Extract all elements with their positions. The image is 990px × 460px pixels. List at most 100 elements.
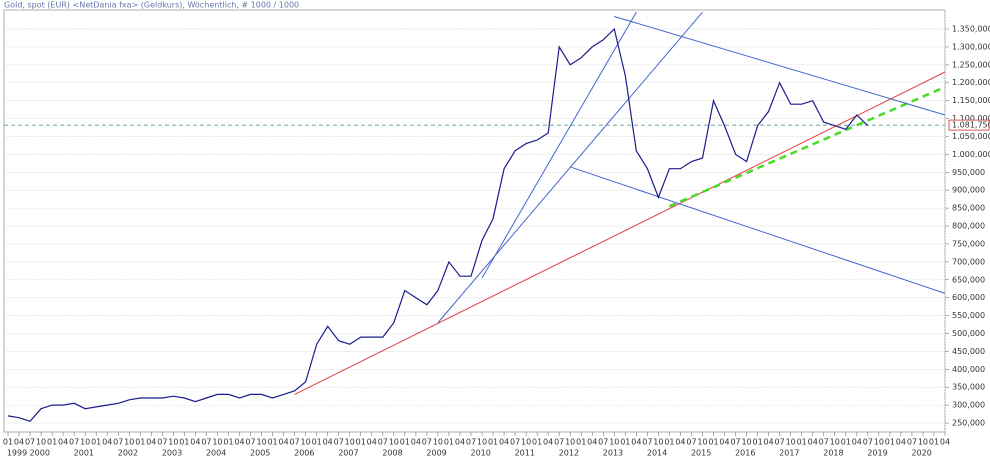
x-tick-label: 07 [863, 438, 873, 447]
x-tick-label: 04 [808, 438, 818, 447]
year-label: 2007 [338, 449, 358, 458]
x-tick-label: 01 [312, 438, 322, 447]
x-tick-label: 10 [830, 438, 840, 447]
x-tick-label: 10 [389, 438, 399, 447]
y-tick-label: 1.050,000 [952, 132, 990, 141]
y-tick-label: 550,000 [952, 311, 985, 320]
x-tick-label: 01 [797, 438, 807, 447]
x-tick-label: 10 [256, 438, 266, 447]
year-label: 2009 [426, 449, 446, 458]
x-tick-label: 10 [874, 438, 884, 447]
y-tick-label: 850,000 [952, 204, 985, 213]
y-tick-label: 500,000 [952, 329, 985, 338]
x-tick-label: 07 [157, 438, 167, 447]
y-tick-label: 650,000 [952, 275, 985, 284]
x-tick-label: 04 [631, 438, 641, 447]
x-tick-label: 04 [190, 438, 200, 447]
trend-line [570, 166, 946, 294]
x-tick-label: 01 [576, 438, 586, 447]
y-tick-label: 1.250,000 [952, 60, 990, 69]
x-tick-label: 07 [378, 438, 388, 447]
x-tick-label: 07 [598, 438, 608, 447]
x-tick-label: 01 [929, 438, 939, 447]
y-tick-label: 1.200,000 [952, 78, 990, 87]
y-tick-label: 600,000 [952, 293, 985, 302]
x-tick-label: 01 [708, 438, 718, 447]
y-tick-label: 350,000 [952, 383, 985, 392]
y-tick-label: 750,000 [952, 239, 985, 248]
x-tick-label: 07 [686, 438, 696, 447]
x-tick-label: 04 [499, 438, 509, 447]
x-tick-label: 07 [25, 438, 35, 447]
x-tick-label: 10 [168, 438, 178, 447]
x-tick-label: 01 [223, 438, 233, 447]
trend-line [481, 11, 637, 279]
y-tick-label: 400,000 [952, 365, 985, 374]
chart-title: Gold, spot (EUR) <NetDania fxa> (Geldkur… [4, 1, 299, 10]
year-label: 2014 [647, 449, 667, 458]
y-tick-label: 800,000 [952, 222, 985, 231]
x-tick-label: 04 [14, 438, 24, 447]
x-tick-label: 07 [334, 438, 344, 447]
y-tick-label: 300,000 [952, 401, 985, 410]
x-tick-label: 04 [675, 438, 685, 447]
x-tick-label: 07 [201, 438, 211, 447]
x-tick-label: 10 [521, 438, 531, 447]
x-tick-label: 10 [918, 438, 928, 447]
y-tick-label: 1.150,000 [952, 96, 990, 105]
x-tick-label: 07 [554, 438, 564, 447]
year-label: 2008 [382, 449, 402, 458]
x-tick-label: 01 [91, 438, 101, 447]
x-tick-label: 04 [411, 438, 421, 447]
x-tick-label: 07 [819, 438, 829, 447]
x-tick-label: 10 [653, 438, 663, 447]
y-tick-label: 1.300,000 [952, 42, 990, 51]
year-label: 2012 [559, 449, 579, 458]
x-tick-label: 07 [730, 438, 740, 447]
x-tick-label: 07 [113, 438, 123, 447]
trend-line [437, 11, 703, 324]
x-tick-label: 10 [786, 438, 796, 447]
x-tick-label: 01 [356, 438, 366, 447]
x-tick-label: 07 [245, 438, 255, 447]
y-tick-label: 450,000 [952, 347, 985, 356]
x-tick-label: 10 [609, 438, 619, 447]
year-label: 2016 [735, 449, 755, 458]
x-tick-label: 04 [764, 438, 774, 447]
x-tick-label: 04 [102, 438, 112, 447]
year-label: 2002 [118, 449, 138, 458]
x-tick-label: 01 [267, 438, 277, 447]
x-tick-label: 01 [841, 438, 851, 447]
y-tick-label: 1.100,000 [952, 114, 990, 123]
trend-line [614, 15, 946, 116]
x-tick-label: 01 [47, 438, 57, 447]
x-tick-label: 04 [940, 438, 950, 447]
y-tick-label: 1.000,000 [952, 150, 990, 159]
year-label: 2010 [471, 449, 491, 458]
x-tick-label: 04 [455, 438, 465, 447]
x-tick-label: 04 [323, 438, 333, 447]
year-label: 2013 [603, 449, 623, 458]
last-value-box [948, 119, 990, 131]
x-tick-label: 01 [885, 438, 895, 447]
x-tick-label: 10 [80, 438, 90, 447]
year-label: 2018 [823, 449, 843, 458]
x-tick-label: 04 [896, 438, 906, 447]
year-label: 2017 [779, 449, 799, 458]
year-label: 2020 [911, 449, 931, 458]
x-tick-label: 10 [345, 438, 355, 447]
y-tick-label: 1.350,000 [952, 25, 990, 34]
year-label: 2004 [206, 449, 226, 458]
x-tick-label: 01 [135, 438, 145, 447]
x-tick-label: 10 [124, 438, 134, 447]
x-tick-label: 10 [433, 438, 443, 447]
x-tick-label: 04 [367, 438, 377, 447]
x-tick-label: 07 [466, 438, 476, 447]
x-tick-label: 07 [907, 438, 917, 447]
x-tick-label: 07 [290, 438, 300, 447]
x-tick-label: 04 [146, 438, 156, 447]
year-label: 2005 [250, 449, 270, 458]
price-line [7, 27, 869, 422]
year-label: 1999 [7, 449, 27, 458]
